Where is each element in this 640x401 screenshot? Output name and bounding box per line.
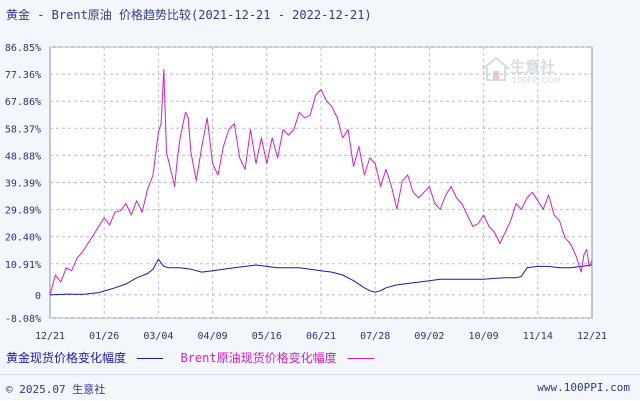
legend-item-gold: 黄金现货价格变化幅度	[6, 349, 164, 366]
y-tick-label: 67.86%	[5, 97, 41, 108]
x-tick-label: 03/04	[143, 331, 173, 342]
x-tick-label: 09/02	[414, 331, 444, 342]
watermark-brand: 生意社	[510, 58, 556, 76]
legend-swatch-brent	[347, 358, 374, 359]
x-tick-label: 12/21	[35, 331, 65, 342]
legend-swatch-gold	[137, 358, 164, 359]
y-tick-label: 86.85%	[5, 43, 41, 54]
x-tick-label: 04/09	[198, 331, 228, 342]
x-tick-label: 12/21	[577, 331, 607, 342]
y-tick-label: 10.91%	[5, 260, 41, 271]
x-tick-label: 10/09	[469, 331, 499, 342]
series-line-gold	[49, 258, 593, 296]
series-line-brent	[49, 68, 593, 296]
house-icon	[481, 56, 511, 81]
footer-bar: © 2025.07 生意社 www.100PPI.com	[0, 374, 640, 401]
x-tick-label: 01/26	[89, 331, 119, 342]
watermark-logo: 生意社 100PPI.COM	[481, 56, 578, 96]
x-tick-label: 05/16	[252, 331, 282, 342]
y-tick-label: 20.40%	[5, 233, 41, 244]
line-chart: 86.85% 77.36% 67.86% 58.37% 48.88% 39.39% 29.8…	[5, 43, 607, 342]
y-tick-label: 29.89%	[5, 206, 41, 217]
y-tick-label: 48.88%	[5, 151, 41, 162]
legend-label-gold: 黄金现货价格变化幅度	[6, 351, 127, 365]
footer-copyright: © 2025.07 生意社	[6, 383, 106, 396]
legend-label-brent: Brent原油现货价格变化幅度	[180, 351, 337, 365]
chart-title: 黄金 - Brent原油 价格趋势比较(2021-12-21 - 2022-12…	[6, 8, 372, 22]
legend-item-brent: Brent原油现货价格变化幅度	[180, 349, 374, 366]
x-tick-label: 07/28	[360, 331, 390, 342]
watermark-url: 100PPI.COM	[512, 76, 561, 85]
x-tick-label: 11/14	[523, 331, 553, 342]
y-tick-label: -8.08%	[5, 314, 41, 325]
footer-site-link[interactable]: www.100PPI.com	[537, 381, 630, 394]
x-tick-label: 06/21	[306, 331, 336, 342]
y-tick-label: 77.36%	[5, 70, 41, 81]
y-tick-label: 39.39%	[5, 178, 41, 189]
chart-legend: 黄金现货价格变化幅度 Brent原油现货价格变化幅度	[6, 349, 384, 366]
y-tick-label: 0	[35, 291, 41, 302]
y-tick-label: 58.37%	[5, 124, 41, 135]
